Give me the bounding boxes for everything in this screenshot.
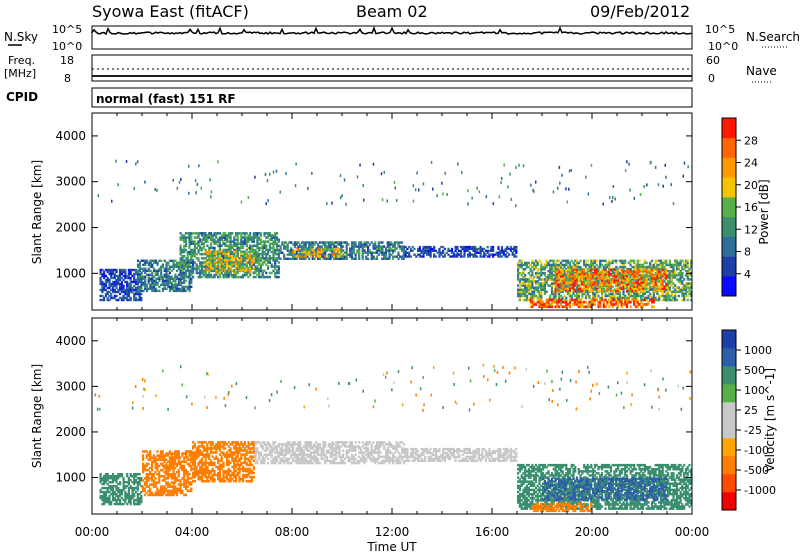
velocity-colorbar-tick: 25 (744, 404, 758, 417)
region-9 (529, 298, 655, 309)
region-0 (99, 268, 143, 302)
velocity-colorbar-swatch (722, 366, 736, 385)
region-8 (554, 268, 668, 293)
velocity-colorbar-swatch (722, 438, 736, 457)
x-axis: 00:00 04:00 08:00 12:00 16:00 20:00 00:00 (75, 525, 710, 539)
region-4 (404, 447, 518, 462)
region-2 (192, 441, 255, 483)
nsky-label: N.Sky (4, 30, 38, 44)
x-axis-label: Time UT (366, 540, 417, 554)
velocity-colorbar-swatch (722, 330, 736, 349)
sky-search-panel: N.Sky 10^5 10^0 10^5 10^0 N.Search (4, 23, 800, 53)
velocity-colorbar-tick: -25 (744, 424, 762, 437)
power-ylabel: Slant Range [km] (30, 160, 44, 264)
velocity-colorbar: -1000 -500 -100 -25 25 100 500 1000 (721, 329, 776, 511)
freq-tick-high: 18 (60, 54, 74, 67)
velocity-ylabel: Slant Range [km] (30, 364, 44, 468)
region-6 (404, 245, 518, 258)
power-colorbar-tick: 12 (744, 223, 758, 236)
y-tick-label: 2000 (55, 221, 86, 235)
x-tick-label: 00:00 (675, 525, 710, 539)
nsearch-label: N.Search (746, 30, 800, 44)
y-tick-label: 4000 (55, 334, 86, 348)
power-colorbar-tick: 16 (744, 201, 758, 214)
velocity-heatmap (94, 363, 693, 513)
x-tick-label: 00:00 (75, 525, 110, 539)
region-1 (142, 450, 193, 497)
cpid-box (91, 87, 693, 108)
power-colorbar-swatch (722, 216, 736, 237)
velocity-colorbar-tick: 500 (744, 364, 765, 377)
date-title: 09/Feb/2012 (590, 2, 690, 21)
nave-tick-low: 0 (708, 72, 715, 85)
cpid-value: normal (fast) 151 RF (96, 92, 236, 106)
power-colorbar-swatch (722, 157, 736, 178)
nave-label: Nave (746, 64, 777, 78)
freq-nave-panel: Freq. [MHz] 18 8 60 0 Nave (4, 54, 777, 85)
y-tick-label: 4000 (55, 129, 86, 143)
x-tick-label: 04:00 (175, 525, 210, 539)
power-heatmap (97, 159, 693, 309)
nave-tick-high: 60 (706, 54, 720, 67)
power-panel: 1000 2000 3000 4000 Slant Range [km] 4 8 12 16… (30, 112, 771, 311)
velocity-colorbar-swatch (722, 456, 736, 475)
power-colorbar-tick: 28 (744, 134, 758, 147)
power-colorbar-tick: 4 (744, 268, 751, 281)
region-3 (254, 441, 405, 465)
power-colorbar-tick: 24 (744, 157, 758, 170)
region-0 (99, 473, 143, 506)
velocity-colorbar-swatch (722, 474, 736, 493)
nsearch-tick-low: 10^0 (708, 40, 738, 53)
y-tick-label: 2000 (55, 425, 86, 439)
cpid-label: CPID (6, 90, 38, 104)
y-tick-label: 3000 (55, 175, 86, 189)
velocity-colorbar-tick: 100 (744, 384, 765, 397)
nsearch-tick-high: 10^5 (705, 23, 735, 36)
y-tick-label: 1000 (55, 266, 86, 280)
y-tick-label: 1000 (55, 471, 86, 485)
region-7 (531, 502, 593, 513)
power-colorbar-swatch (722, 236, 736, 257)
x-tick-label: 12:00 (375, 525, 410, 539)
nsky-tick-low: 10^0 (52, 40, 82, 53)
region-5 (292, 248, 343, 258)
power-colorbar-swatch (722, 137, 736, 158)
velocity-colorbar-swatch (722, 420, 736, 439)
y-tick-label: 3000 (55, 379, 86, 393)
velocity-colorbar-tick: -500 (744, 464, 769, 477)
freq-unit: [MHz] (4, 67, 36, 80)
power-colorbar-swatch (722, 276, 736, 297)
region-3 (204, 250, 255, 274)
region-6 (542, 477, 668, 501)
power-colorbar-swatch (722, 118, 736, 139)
power-colorbar-label: Power [dB] (757, 179, 771, 244)
velocity-colorbar-swatch (722, 384, 736, 403)
velocity-colorbar-tick: 1000 (744, 344, 772, 357)
beam-title: Beam 02 (356, 2, 428, 21)
x-tick-label: 20:00 (575, 525, 610, 539)
power-colorbar-swatch (722, 177, 736, 198)
velocity-colorbar-label: Velocity [m s^-1] (763, 368, 777, 472)
region-1 (137, 259, 193, 293)
x-tick-label: 16:00 (475, 525, 510, 539)
velocity-colorbar-swatch (722, 492, 736, 511)
region-7 (517, 259, 693, 302)
power-colorbar-swatch (722, 197, 736, 218)
velocity-colorbar-swatch (722, 402, 736, 421)
velocity-colorbar-tick: -100 (744, 444, 769, 457)
velocity-colorbar-swatch (722, 348, 736, 367)
nsky-tick-high: 10^5 (52, 23, 82, 36)
power-colorbar: 4 8 12 16 20 24 28 (721, 117, 758, 297)
power-colorbar-tick: 8 (744, 246, 751, 259)
power-colorbar-tick: 20 (744, 179, 758, 192)
sky-trace (91, 25, 692, 36)
velocity-colorbar-tick: -1000 (744, 484, 776, 497)
station-title: Syowa East (fitACF) (92, 2, 249, 21)
freq-tick-low: 8 (64, 72, 71, 85)
freq-label: Freq. (8, 54, 35, 67)
power-colorbar-swatch (722, 256, 736, 277)
x-tick-label: 08:00 (275, 525, 310, 539)
